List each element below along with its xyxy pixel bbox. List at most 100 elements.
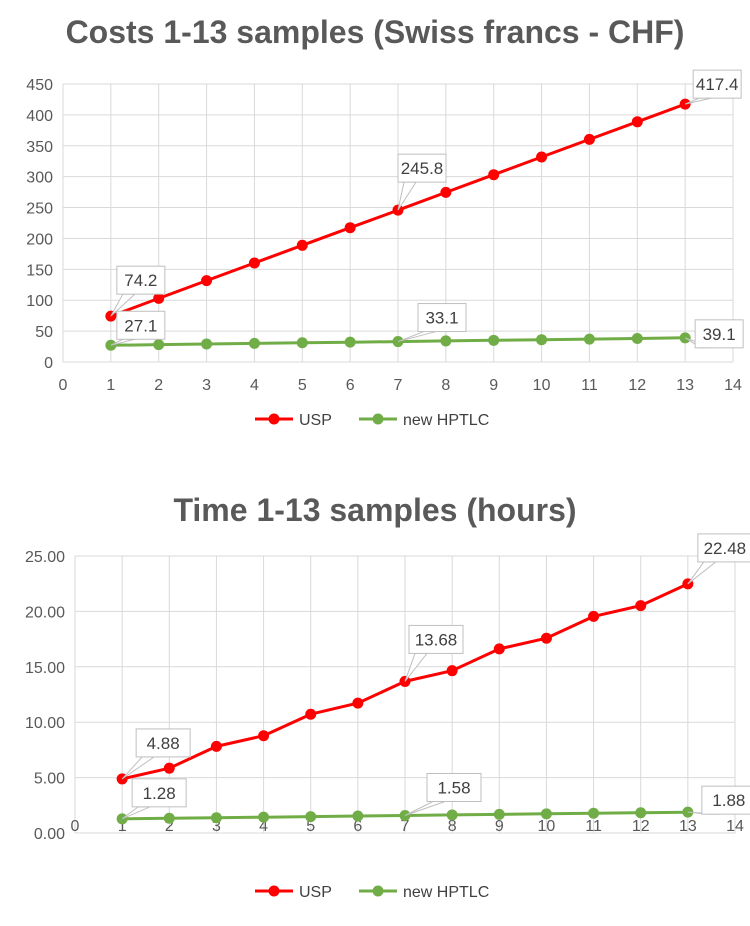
x-tick-label: 11 bbox=[581, 377, 598, 394]
data-callout: 1.58 bbox=[404, 772, 482, 816]
callout-box bbox=[694, 319, 744, 349]
data-callout: 417.4 bbox=[684, 69, 742, 105]
time-chart: Time 1-13 samples (hours) 0.00 5.00 10.00 1… bbox=[0, 470, 750, 926]
x-tick-label: 12 bbox=[628, 377, 646, 394]
x-tick-label: 5 bbox=[298, 377, 307, 394]
data-callout: 1.28 bbox=[121, 778, 187, 820]
data-point bbox=[588, 807, 600, 819]
data-point bbox=[258, 730, 270, 742]
data-callout: 27.1 bbox=[110, 310, 166, 346]
y-tick-label: 350 bbox=[26, 139, 53, 156]
legend-swatch-marker bbox=[268, 413, 280, 425]
data-callout: 74.2 bbox=[110, 265, 166, 317]
x-tick-label: 5 bbox=[306, 818, 315, 835]
legend-swatch-marker bbox=[372, 413, 384, 425]
data-point bbox=[153, 339, 165, 351]
x-tick-label: 7 bbox=[401, 818, 410, 835]
x-tick-label: 11 bbox=[585, 818, 602, 835]
x-tick-label: 1 bbox=[106, 377, 115, 394]
callout-box bbox=[701, 785, 750, 815]
x-tick-label: 14 bbox=[726, 818, 744, 835]
legend-label: new HPTLC bbox=[403, 412, 489, 429]
legend: USP new HPTLC bbox=[255, 412, 489, 429]
y-tick-label: 150 bbox=[26, 262, 53, 279]
data-point bbox=[352, 810, 364, 822]
data-point bbox=[446, 665, 458, 677]
data-point bbox=[440, 335, 452, 347]
data-point bbox=[588, 610, 600, 622]
data-point bbox=[583, 333, 595, 345]
x-tick-label: 8 bbox=[448, 818, 457, 835]
x-tick-label: 12 bbox=[632, 818, 650, 835]
y-tick-label: 5.00 bbox=[34, 771, 65, 788]
chart-title: Costs 1-13 samples (Swiss francs - CHF) bbox=[65, 14, 685, 50]
callout-label: 27.1 bbox=[124, 316, 157, 335]
data-point bbox=[296, 337, 308, 349]
x-tick-label: 1 bbox=[118, 818, 127, 835]
data-point bbox=[248, 337, 260, 349]
data-point bbox=[488, 334, 500, 346]
legend: USP new HPTLC bbox=[255, 884, 489, 901]
callout-box bbox=[417, 303, 467, 333]
callout-box bbox=[426, 772, 482, 802]
data-point bbox=[536, 151, 548, 163]
data-point bbox=[305, 811, 317, 823]
callout-label: 1.28 bbox=[143, 784, 176, 803]
callout-label: 1.58 bbox=[437, 778, 470, 797]
data-point bbox=[631, 332, 643, 344]
y-tick-label: 15.00 bbox=[25, 660, 65, 677]
callout-label: 245.8 bbox=[401, 159, 444, 178]
data-point bbox=[540, 632, 552, 644]
data-point bbox=[583, 133, 595, 145]
x-tick-label: 13 bbox=[679, 818, 697, 835]
x-tick-label: 10 bbox=[538, 818, 556, 835]
data-point bbox=[296, 239, 308, 251]
data-point bbox=[210, 740, 222, 752]
x-tick-label: 7 bbox=[394, 377, 403, 394]
callout-label: 1.88 bbox=[712, 791, 745, 810]
x-tick-label: 13 bbox=[676, 377, 694, 394]
callout-box bbox=[131, 778, 187, 808]
callout-box bbox=[116, 265, 166, 295]
data-callout: 22.48 bbox=[687, 533, 750, 585]
data-point bbox=[163, 762, 175, 774]
x-tick-label: 2 bbox=[154, 377, 163, 394]
callout-box bbox=[397, 153, 447, 183]
data-point bbox=[163, 812, 175, 824]
data-point bbox=[352, 697, 364, 709]
data-callout: 4.88 bbox=[121, 728, 191, 780]
x-tick-label: 4 bbox=[250, 377, 259, 394]
callout-label: 13.68 bbox=[415, 630, 458, 649]
callout-label: 4.88 bbox=[147, 734, 180, 753]
y-tick-label: 200 bbox=[26, 231, 53, 248]
x-tick-label: 8 bbox=[441, 377, 450, 394]
data-point bbox=[631, 116, 643, 128]
y-tick-label: 0.00 bbox=[34, 826, 65, 843]
data-point bbox=[248, 257, 260, 269]
callout-label: 74.2 bbox=[124, 271, 157, 290]
callout-label: 39.1 bbox=[703, 325, 736, 344]
data-point bbox=[305, 708, 317, 720]
gridlines bbox=[74, 555, 736, 834]
legend-label: new HPTLC bbox=[403, 884, 489, 901]
y-tick-label: 400 bbox=[26, 108, 53, 125]
data-point bbox=[493, 808, 505, 820]
data-point bbox=[201, 275, 213, 287]
data-point bbox=[440, 186, 452, 198]
legend-swatch-marker bbox=[268, 885, 280, 897]
callout-box bbox=[135, 728, 191, 758]
data-callout: 39.1 bbox=[684, 319, 744, 349]
data-point bbox=[540, 808, 552, 820]
data-point bbox=[153, 292, 165, 304]
x-tick-label: 6 bbox=[346, 377, 355, 394]
gridlines bbox=[62, 83, 734, 363]
y-tick-label: 250 bbox=[26, 201, 53, 218]
data-point bbox=[446, 809, 458, 821]
x-tick-label: 6 bbox=[353, 818, 362, 835]
callout-pointer bbox=[121, 806, 151, 820]
callout-box bbox=[408, 624, 464, 654]
callout-box bbox=[116, 310, 166, 340]
x-tick-label: 0 bbox=[71, 818, 80, 835]
callout-pointer bbox=[404, 800, 446, 816]
